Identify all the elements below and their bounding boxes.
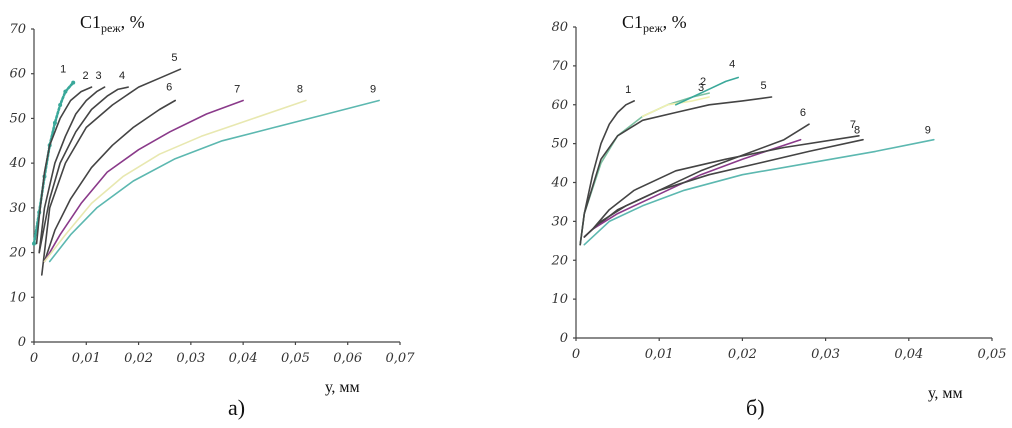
series-label-3: 3 [96, 70, 102, 82]
x-tick-label: 0,03 [176, 351, 205, 366]
y-tick-label: 10 [9, 290, 26, 305]
chart-panel-b: 0 10 20 30 40 50 60 70 80 0 0,01 0,02 0,03 0,04 0,05 1 2… [550, 12, 1006, 420]
series-line-5 [40, 68, 182, 276]
panel-label: б) [746, 395, 765, 420]
y-axis-title: C1реж, % [622, 12, 687, 35]
series-label-3: 3 [698, 82, 704, 94]
y-tick-label: 20 [550, 253, 568, 268]
x-tick-label: 0,01 [645, 347, 674, 362]
series-point-1 [63, 89, 68, 94]
x-tick-label: 0 [30, 351, 38, 366]
y-tick-label: 30 [551, 214, 568, 229]
y-tick-label: 30 [9, 201, 26, 216]
y-tick-label: 40 [550, 176, 568, 191]
series-line-8 [43, 99, 307, 263]
series-line-9 [583, 138, 935, 246]
y-tick-label: 50 [551, 137, 568, 152]
y-tick-label: 40 [8, 156, 26, 171]
series-label-5: 5 [760, 80, 766, 92]
series-point-1 [32, 241, 36, 246]
panel-label: а) [228, 395, 245, 420]
series-label-8: 8 [297, 84, 303, 96]
y-tick-label: 0 [18, 335, 26, 350]
series-label-7: 7 [850, 119, 856, 131]
series-label-2: 2 [82, 70, 88, 82]
x-tick-label: 0,03 [811, 347, 840, 362]
series-line-7 [43, 99, 244, 263]
x-tick-label: 0,04 [894, 347, 923, 362]
series-label-4: 4 [119, 70, 125, 82]
series-label-9: 9 [925, 125, 931, 137]
y-tick-label: 60 [9, 67, 26, 82]
x-tick-label: 0,04 [229, 351, 258, 366]
x-tick-label: 0,06 [333, 351, 362, 366]
series-line-5 [579, 96, 773, 246]
series-label-7: 7 [234, 84, 240, 96]
x-tick-label: 0,07 [386, 351, 416, 366]
y-axis-title: C1реж, % [80, 12, 145, 35]
series-point-1 [58, 103, 63, 108]
series-label-8: 8 [854, 125, 860, 137]
x-axis-title: у, мм [325, 379, 360, 396]
series-line-6 [583, 123, 810, 238]
series-line-8 [583, 138, 864, 238]
series-label-5: 5 [171, 52, 177, 64]
x-tick-label: 0 [572, 347, 580, 362]
series-point-1 [52, 120, 57, 125]
x-tick-label: 0,02 [728, 347, 757, 362]
series-line-9 [48, 99, 380, 263]
y-tick-label: 0 [560, 331, 568, 346]
series-label-4: 4 [729, 59, 735, 71]
series-line-6 [43, 99, 176, 263]
x-tick-label: 0,05 [281, 351, 310, 366]
y-tick-label: 50 [9, 111, 26, 126]
series-label-6: 6 [166, 82, 172, 94]
chart-panel-a: 0 10 20 30 40 50 60 70 0 0,01 0,02 0,03 0,04 0,05 0,06… [8, 12, 415, 420]
y-tick-label: 60 [551, 98, 568, 113]
series-line-4 [38, 86, 129, 254]
y-tick-label: 80 [551, 20, 568, 35]
series-label-9: 9 [370, 84, 376, 96]
series-line-2 [35, 86, 93, 245]
series-label-6: 6 [800, 107, 806, 119]
series-line-7 [583, 135, 860, 238]
y-tick-label: 10 [551, 292, 568, 307]
y-tick-label: 20 [8, 246, 26, 261]
series-line-4 [674, 76, 740, 106]
series-label-1: 1 [60, 64, 66, 76]
series-point-1 [71, 80, 76, 85]
x-tick-label: 0,05 [978, 347, 1007, 362]
x-tick-label: 0,02 [124, 351, 153, 366]
series-label-1: 1 [625, 84, 631, 96]
series-label-2: 2 [700, 76, 706, 88]
y-tick-label: 70 [551, 59, 568, 74]
y-tick-label: 70 [9, 22, 26, 37]
x-tick-label: 0,01 [72, 351, 101, 366]
series-line-3 [38, 86, 106, 254]
x-axis-title: у, мм [928, 385, 963, 402]
